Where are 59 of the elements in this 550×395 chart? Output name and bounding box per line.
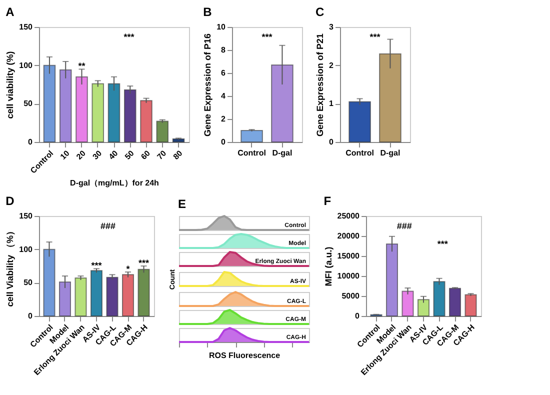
x-tick-label: Control	[346, 148, 374, 158]
chart-title: B	[203, 5, 212, 19]
y-tick-label: 2	[221, 114, 226, 124]
annotation: ###	[396, 221, 412, 231]
annotation: **	[78, 61, 86, 72]
x-tick-label: D-gal	[272, 148, 292, 158]
y-axis-title: MFI (a.u.)	[323, 246, 334, 286]
y-tick-label: 50	[24, 99, 34, 108]
x-tick-label: 70	[155, 148, 168, 162]
x-axis-title: ROS Fluorescence	[208, 351, 281, 360]
y-tick-label: 10	[216, 22, 226, 32]
x-tick-label: 20	[74, 148, 88, 162]
x-axis-title: D-gal（mg/mL）for 24h	[70, 178, 160, 188]
y-tick-label: 0	[221, 138, 226, 146]
y-tick-label: 5000	[342, 292, 360, 300]
y-tick-label: 25000	[337, 212, 360, 220]
y-tick-label: 1	[329, 99, 334, 108]
x-tick-label: D-gal	[380, 148, 400, 158]
chart-title: A	[6, 5, 15, 19]
x-tick-label: 40	[106, 148, 120, 162]
x-tick-label: 10	[58, 148, 72, 162]
x-tick-label: 80	[172, 148, 185, 162]
y-tick-label: 0	[355, 312, 360, 320]
y-tick-label: 0	[28, 138, 34, 146]
y-tick-label: 4	[221, 92, 226, 100]
y-tick-label: 100	[19, 244, 34, 254]
annotation: ***	[91, 260, 102, 271]
y-tick-label: 8	[221, 46, 226, 54]
x-tick-label: Control	[238, 148, 266, 158]
y-tick-label: 50	[24, 278, 34, 288]
y-tick-label: 2	[329, 60, 334, 70]
y-tick-label: 100	[19, 60, 34, 70]
x-tick-label: 30	[90, 148, 104, 162]
annotation: ***	[138, 258, 150, 268]
y-axis-title: Gene Expression of P21	[315, 33, 326, 137]
x-tick-label: 50	[123, 148, 136, 162]
y-tick-label: 15000	[337, 252, 360, 260]
annotation: *	[126, 264, 130, 274]
y-axis-title: Gene Expression of P16	[202, 33, 213, 137]
annotation: ###	[100, 221, 116, 231]
chart-title: E	[178, 197, 186, 211]
annotation: ***	[124, 32, 135, 42]
chart-title: F	[324, 194, 332, 208]
annotation: ***	[262, 32, 273, 42]
y-tick-label: 0	[329, 138, 334, 146]
y-tick-label: 3	[329, 22, 334, 32]
annotation: ***	[437, 239, 448, 249]
annotation: ***	[370, 32, 381, 42]
x-tick-label: 60	[139, 148, 152, 162]
y-tick-label: 10000	[337, 272, 360, 280]
y-tick-label: 150	[19, 212, 34, 220]
y-axis-title: cell viability (%)	[5, 51, 16, 119]
chart-title: C	[316, 5, 325, 19]
y-tick-label: 6	[221, 68, 226, 78]
y-axis-title: cell Viability （%）	[5, 226, 16, 307]
chart-title: D	[6, 194, 15, 208]
y-tick-label: 0	[28, 312, 34, 320]
y-tick-label: 150	[19, 22, 34, 32]
y-tick-label: 20000	[337, 232, 360, 240]
